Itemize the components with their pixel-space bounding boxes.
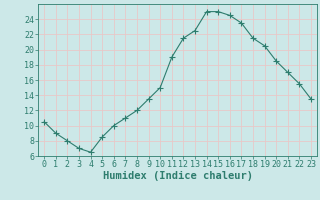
X-axis label: Humidex (Indice chaleur): Humidex (Indice chaleur)	[103, 171, 252, 181]
